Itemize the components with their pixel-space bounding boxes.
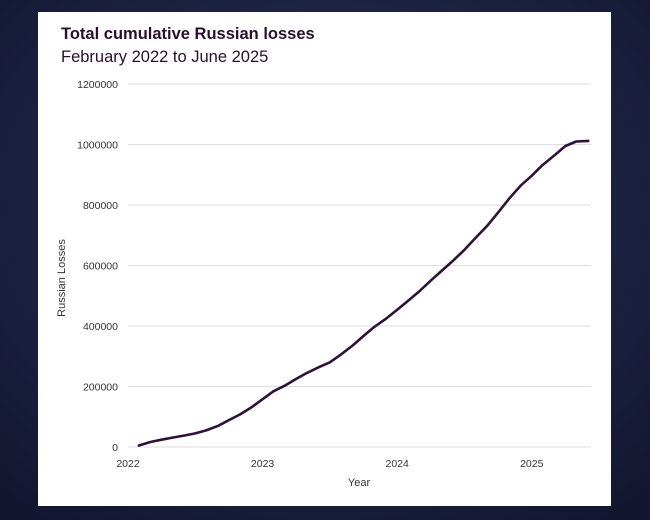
chart-card: Total cumulative Russian losses February…: [38, 12, 611, 506]
x-tick-labels: 2022 2023 2024 2025: [116, 458, 543, 470]
y-tick-label: 600000: [83, 261, 118, 273]
y-axis-label: Russian Losses: [56, 239, 68, 317]
y-tick-labels: 0 200000 400000 600000 800000 1000000 1200000: [77, 79, 118, 454]
line-chart: 020000040000060000080000010000001200000 …: [56, 79, 591, 489]
series-line: [137, 139, 590, 447]
y-tick-label: 1000000: [77, 140, 118, 152]
y-tick-label: 400000: [83, 321, 118, 333]
chart-title: Total cumulative Russian losses: [61, 25, 315, 43]
y-tick-label: 1200000: [77, 79, 118, 91]
chart-subtitle: February 2022 to June 2025: [61, 48, 269, 66]
y-tick-label: 800000: [83, 200, 118, 212]
series: [137, 139, 590, 447]
y-tick-label: 200000: [83, 382, 118, 394]
grid-lines: [128, 83, 591, 448]
x-axis-label: Year: [348, 477, 371, 489]
x-tick-label: 2023: [251, 458, 275, 470]
x-tick-label: 2022: [116, 458, 140, 470]
x-tick-label: 2024: [386, 458, 410, 470]
x-tick-label: 2025: [520, 458, 544, 470]
y-tick-label: 0: [112, 442, 118, 454]
